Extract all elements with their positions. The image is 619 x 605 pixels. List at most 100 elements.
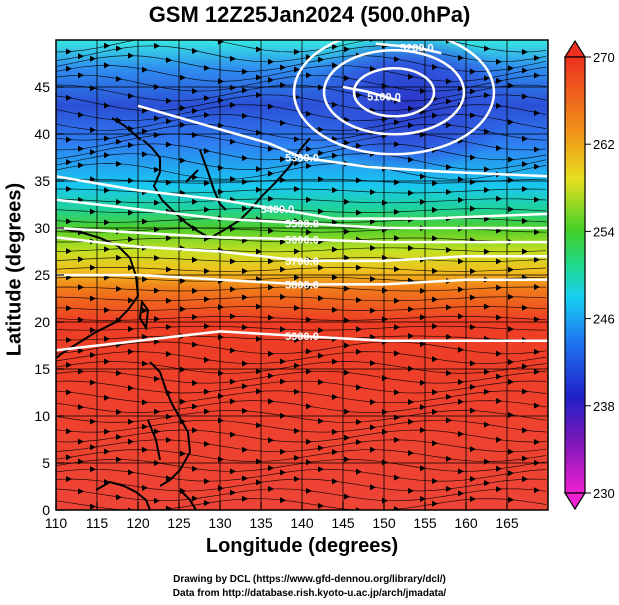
streamline-arrow xyxy=(432,64,438,71)
streamline-arrow xyxy=(484,303,490,310)
streamline-arrow xyxy=(268,465,274,472)
streamline-arrow xyxy=(268,76,274,83)
streamline-arrow xyxy=(280,293,286,300)
colorbar-tick-label: 270 xyxy=(593,50,615,65)
streamline-arrow xyxy=(280,120,286,127)
x-tick-label: 165 xyxy=(495,515,519,530)
contour-label: 5900.0 xyxy=(285,331,319,343)
contour-loop xyxy=(352,67,436,118)
streamline-arrow xyxy=(294,476,300,483)
streamline-arrow xyxy=(306,162,312,169)
y-tick-label: 0 xyxy=(42,502,50,518)
streamline-arrow xyxy=(318,502,324,509)
streamline-arrow xyxy=(318,327,324,334)
streamline-arrow xyxy=(116,370,122,377)
streamline-arrow xyxy=(344,75,350,82)
streamline-arrow xyxy=(90,327,96,334)
streamline-arrow xyxy=(78,404,84,411)
cold-low-core xyxy=(300,40,520,173)
streamline-arrow xyxy=(242,475,248,482)
streamline-arrow xyxy=(408,189,414,196)
streamline-arrow xyxy=(204,268,210,275)
streamline-arrow xyxy=(356,348,362,355)
streamline-arrow xyxy=(394,350,400,357)
streamline-arrow xyxy=(90,55,96,62)
streamline-arrow xyxy=(432,180,438,187)
y-tick-label: 10 xyxy=(34,408,50,424)
streamline-arrow xyxy=(90,352,96,359)
streamline-arrow xyxy=(280,156,286,163)
streamline-arrow xyxy=(306,368,312,375)
streamline-arrow xyxy=(256,388,262,395)
streamline-arrow xyxy=(66,94,72,101)
streamline-arrow xyxy=(534,402,540,409)
streamline-arrow xyxy=(128,142,134,149)
streamline-arrow xyxy=(90,264,96,271)
streamline-arrow xyxy=(242,324,248,331)
streamline-arrow xyxy=(166,118,172,125)
streamline-arrow xyxy=(394,474,400,481)
streamline-arrow xyxy=(268,284,274,291)
contour-label: 5600.0 xyxy=(285,234,319,246)
streamline-arrow xyxy=(128,52,134,59)
streamline-arrow xyxy=(242,407,248,414)
x-tick-label: 120 xyxy=(126,515,150,530)
streamline-arrow xyxy=(306,403,312,410)
streamline-arrow xyxy=(408,418,414,425)
streamline-arrow xyxy=(268,372,274,379)
streamline-arrow xyxy=(142,446,148,453)
streamline-arrow xyxy=(78,256,84,263)
streamline-arrow xyxy=(192,198,198,205)
streamline-arrow xyxy=(230,286,236,293)
streamline-arrow xyxy=(154,497,160,504)
streamline-arrow xyxy=(66,65,72,72)
streamline-arrow xyxy=(90,208,96,215)
streamline-arrow xyxy=(78,316,84,323)
streamline-arrow xyxy=(458,346,464,353)
streamline-arrow xyxy=(256,46,262,53)
streamline-arrow xyxy=(522,135,528,142)
streamline-arrow xyxy=(166,235,172,242)
contour-line xyxy=(56,273,548,286)
streamline xyxy=(56,468,547,482)
streamline-arrow xyxy=(470,360,476,367)
streamline-arrow xyxy=(142,360,148,367)
streamline-arrow xyxy=(446,246,452,253)
streamline-arrow xyxy=(470,383,476,390)
streamline-arrow xyxy=(306,229,312,236)
streamline-arrow xyxy=(370,65,376,72)
x-tick-label: 160 xyxy=(454,515,478,530)
streamline-arrow xyxy=(306,438,312,445)
streamline-arrow xyxy=(470,112,476,119)
streamline-arrow xyxy=(446,78,452,85)
streamline-arrow xyxy=(142,276,148,283)
streamline-arrow xyxy=(394,297,400,304)
streamline-arrow xyxy=(166,475,172,482)
streamline-arrow xyxy=(344,139,350,146)
y-tick-label: 25 xyxy=(34,267,50,283)
streamline-arrow xyxy=(90,418,96,425)
streamline-arrow xyxy=(192,107,198,114)
streamline-arrow xyxy=(218,417,224,424)
y-axis-ticks: 0 5 10 15 20 25 30 35 40 45 xyxy=(34,79,64,518)
streamline-arrow xyxy=(104,219,110,226)
streamline-arrow xyxy=(142,484,148,491)
streamline-arrow xyxy=(230,313,236,320)
streamline-arrow xyxy=(508,266,514,273)
streamline-arrow xyxy=(470,324,476,331)
streamline-arrow xyxy=(204,440,210,447)
streamline-arrow xyxy=(230,102,236,109)
streamline-arrow xyxy=(394,141,400,148)
streamline-arrow xyxy=(470,268,476,275)
streamline-arrow xyxy=(242,112,248,119)
streamline-arrow xyxy=(294,160,300,167)
streamline-arrow xyxy=(496,284,502,291)
streamline-arrow xyxy=(318,352,324,359)
streamline-arrow xyxy=(230,55,236,62)
streamline-arrow xyxy=(268,314,274,321)
streamline-arrow xyxy=(508,448,514,455)
streamline-arrow xyxy=(394,119,400,126)
streamline-arrow xyxy=(142,333,148,340)
streamline-arrow xyxy=(508,411,514,418)
streamline-arrow xyxy=(192,256,198,263)
